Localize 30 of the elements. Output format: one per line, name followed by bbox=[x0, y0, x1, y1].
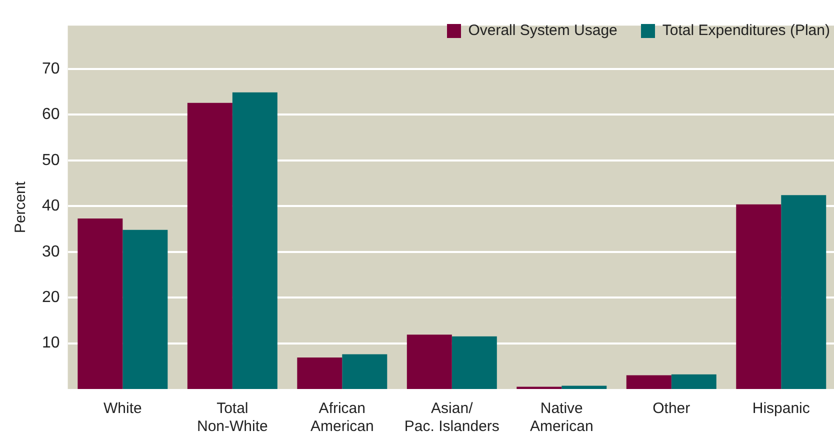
y-axis-title: Percent bbox=[12, 180, 30, 234]
bar bbox=[736, 204, 782, 389]
bar bbox=[406, 334, 452, 389]
x-tick-label: Other bbox=[652, 400, 690, 418]
y-tick-label: 50 bbox=[42, 152, 60, 169]
bar bbox=[342, 354, 388, 389]
y-tick-label: 10 bbox=[42, 334, 60, 352]
legend-label: Overall System Usage bbox=[468, 22, 618, 39]
x-tick-label: Hispanic bbox=[752, 400, 810, 418]
bar bbox=[187, 102, 232, 389]
bar bbox=[122, 230, 168, 389]
y-tick-label: 40 bbox=[42, 198, 60, 215]
bar bbox=[626, 375, 672, 389]
bar bbox=[452, 336, 497, 389]
bar bbox=[562, 386, 607, 389]
x-tick-label: African American bbox=[310, 400, 374, 436]
y-tick-label: 60 bbox=[42, 106, 60, 124]
x-tick-label: White bbox=[103, 400, 142, 418]
x-tick-label: Asian/ Pac. Islanders bbox=[404, 400, 500, 436]
y-tick-label: 70 bbox=[42, 60, 60, 78]
y-tick-label: 30 bbox=[42, 243, 60, 260]
bar bbox=[78, 218, 123, 389]
x-tick-label: Total Non-White bbox=[196, 400, 268, 436]
bar bbox=[232, 92, 278, 389]
x-tick-label: Native American bbox=[530, 400, 594, 436]
bar bbox=[297, 357, 342, 389]
bar bbox=[781, 195, 826, 389]
bar bbox=[671, 374, 716, 389]
legend-label: Total Expenditures (Plan) bbox=[662, 22, 830, 39]
y-tick-label: 20 bbox=[42, 288, 60, 306]
